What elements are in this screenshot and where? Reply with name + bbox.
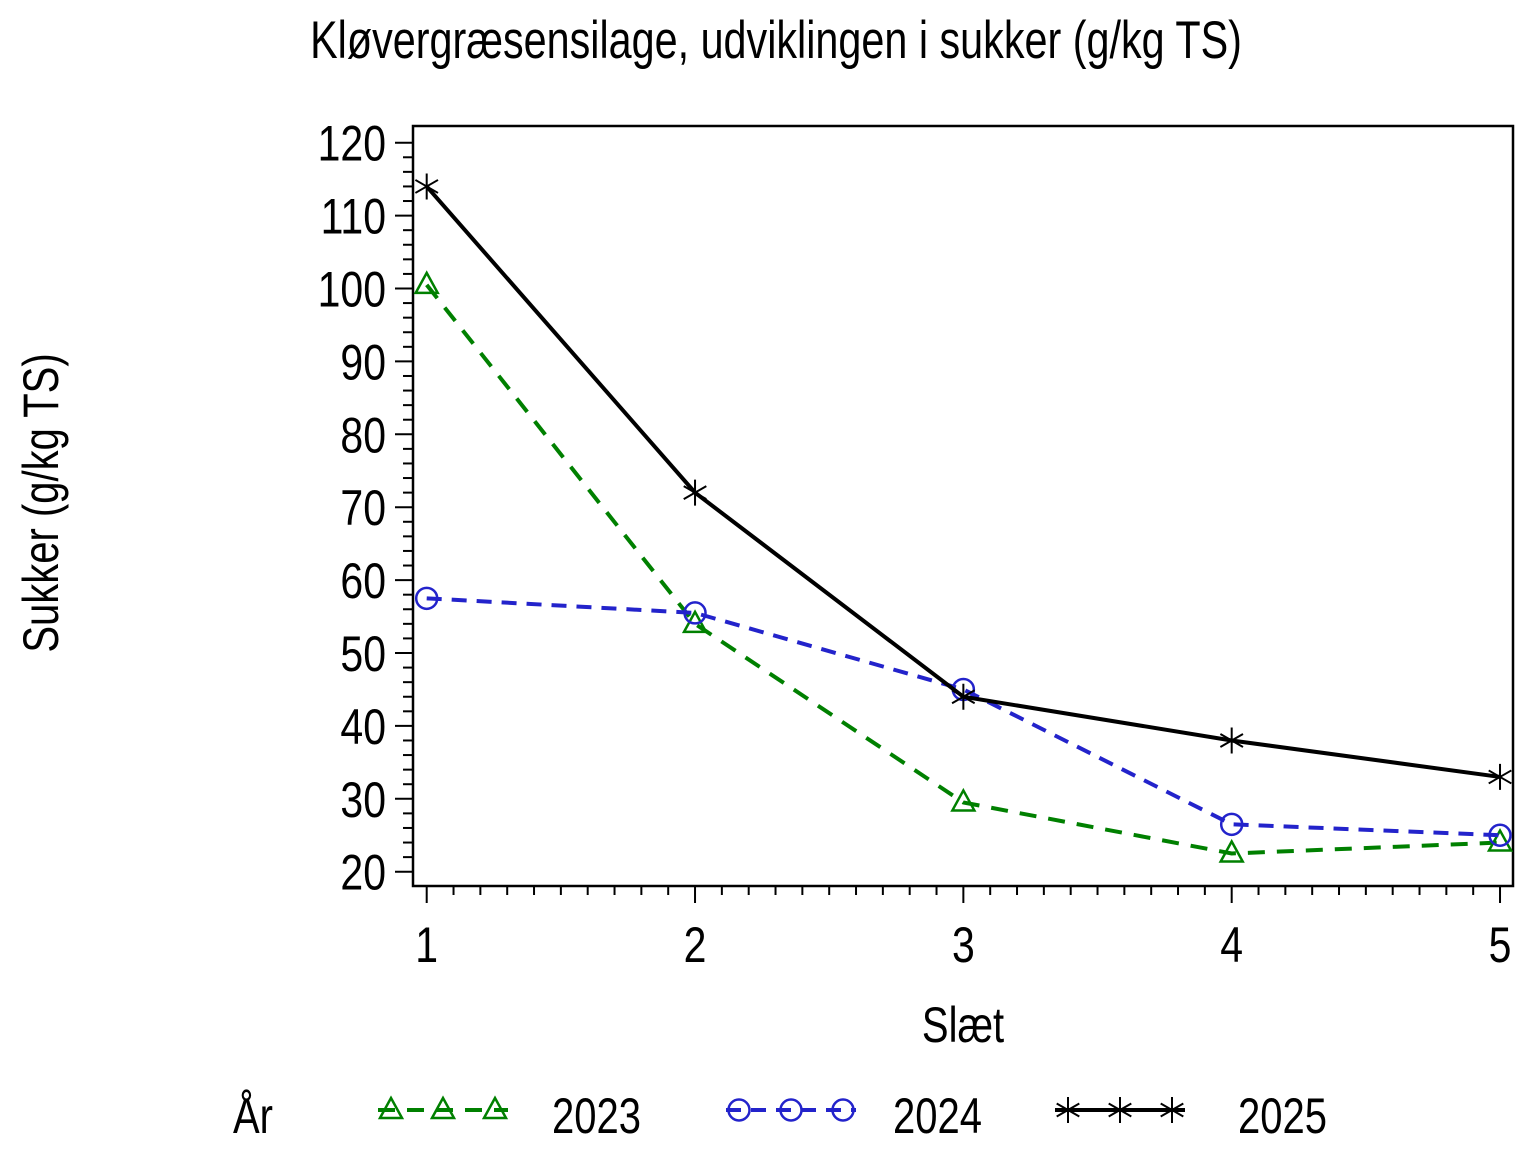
legend-sample-2023 [377, 1095, 509, 1120]
triangle-marker [1486, 827, 1514, 852]
triangle-marker [950, 787, 977, 812]
legend-title: År [233, 1088, 273, 1144]
y-tick-label: 110 [321, 189, 386, 245]
x-tick-label: 4 [1220, 917, 1243, 973]
star-marker [951, 683, 976, 710]
x-tick-label: 1 [415, 917, 438, 973]
y-tick-label: 80 [340, 407, 386, 463]
y-tick-label: 20 [340, 845, 386, 901]
star-marker [1056, 1097, 1080, 1123]
triangle-marker [481, 1095, 509, 1120]
y-axis-label: Sukker (g/kg TS) [13, 353, 69, 652]
legend-label-2024: 2024 [893, 1088, 982, 1144]
circle-marker [779, 1098, 803, 1122]
star-marker [1219, 727, 1244, 754]
circle-marker [831, 1098, 855, 1122]
x-tick-label: 5 [1489, 917, 1512, 973]
circle-marker [727, 1098, 751, 1122]
circle-marker [1488, 823, 1512, 847]
triangle-marker [1218, 838, 1245, 863]
star-marker [414, 173, 439, 200]
legend-sample-2024 [726, 1098, 856, 1122]
y-tick-label: 120 [318, 116, 386, 172]
star-marker [1108, 1097, 1132, 1123]
star-marker [683, 479, 707, 506]
legend: År 2023 2024 2025 [233, 1088, 1327, 1144]
triangle-marker [377, 1095, 405, 1120]
legend-samples [377, 1095, 1185, 1123]
y-tick-label: 30 [340, 772, 386, 828]
circle-marker [683, 601, 707, 625]
x-tick-label: 2 [684, 917, 707, 973]
star-marker [1488, 763, 1512, 790]
triangle-marker [413, 270, 440, 295]
triangle-marker [429, 1095, 457, 1120]
x-tick-label: 3 [952, 917, 975, 973]
plot-frame [411, 124, 1515, 888]
circle-marker [1219, 812, 1244, 837]
circle-marker [414, 586, 439, 611]
legend-label-2023: 2023 [552, 1088, 641, 1144]
y-tick-label: 70 [340, 480, 386, 536]
plot-area: 20 30 40 50 60 70 80 90 100 110 120 1 2 3 4 5 [318, 116, 1515, 973]
legend-label-2025: 2025 [1238, 1088, 1327, 1144]
series-line-2024 [426, 596, 1501, 838]
chart-title: Kløvergræsensilage, udviklingen i sukker… [310, 11, 1242, 70]
y-tick-label: 90 [340, 335, 386, 391]
series-line-2023 [425, 283, 1501, 856]
star-marker [1160, 1097, 1184, 1123]
y-tick-label: 60 [340, 553, 386, 609]
y-tick-label: 50 [340, 626, 386, 682]
x-axis-label: Slæt [922, 997, 1005, 1053]
legend-sample-2025 [1055, 1097, 1185, 1123]
y-tick-label: 40 [340, 699, 386, 755]
y-tick-label: 100 [318, 262, 386, 318]
